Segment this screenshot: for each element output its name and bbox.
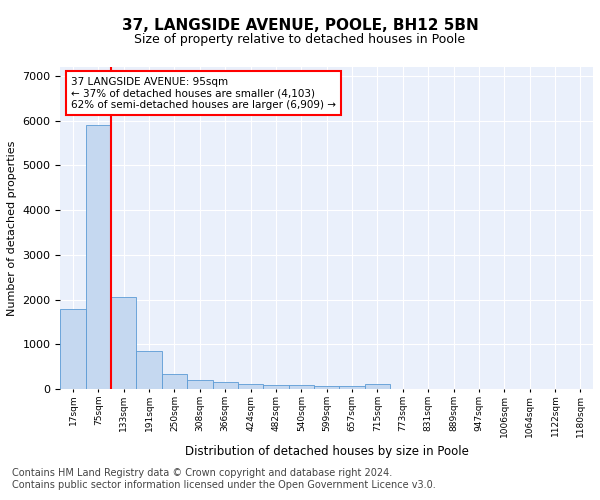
Bar [212, 382, 238, 389]
Bar [111, 297, 136, 389]
X-axis label: Distribution of detached houses by size in Poole: Distribution of detached houses by size … [185, 445, 469, 458]
Bar [187, 380, 212, 389]
Y-axis label: Number of detached properties: Number of detached properties [7, 140, 17, 316]
Bar [263, 385, 289, 389]
Bar [340, 386, 365, 389]
Bar [61, 310, 86, 389]
Bar [238, 384, 263, 389]
Text: 37 LANGSIDE AVENUE: 95sqm
← 37% of detached houses are smaller (4,103)
62% of se: 37 LANGSIDE AVENUE: 95sqm ← 37% of detac… [71, 76, 336, 110]
Bar [314, 386, 340, 389]
Bar [289, 386, 314, 389]
Bar [86, 125, 111, 389]
Text: Contains HM Land Registry data © Crown copyright and database right 2024.: Contains HM Land Registry data © Crown c… [12, 468, 392, 477]
Bar [162, 374, 187, 389]
Text: 37, LANGSIDE AVENUE, POOLE, BH12 5BN: 37, LANGSIDE AVENUE, POOLE, BH12 5BN [122, 18, 478, 32]
Text: Size of property relative to detached houses in Poole: Size of property relative to detached ho… [134, 32, 466, 46]
Bar [365, 384, 390, 389]
Bar [136, 352, 162, 389]
Text: Contains public sector information licensed under the Open Government Licence v3: Contains public sector information licen… [12, 480, 436, 490]
